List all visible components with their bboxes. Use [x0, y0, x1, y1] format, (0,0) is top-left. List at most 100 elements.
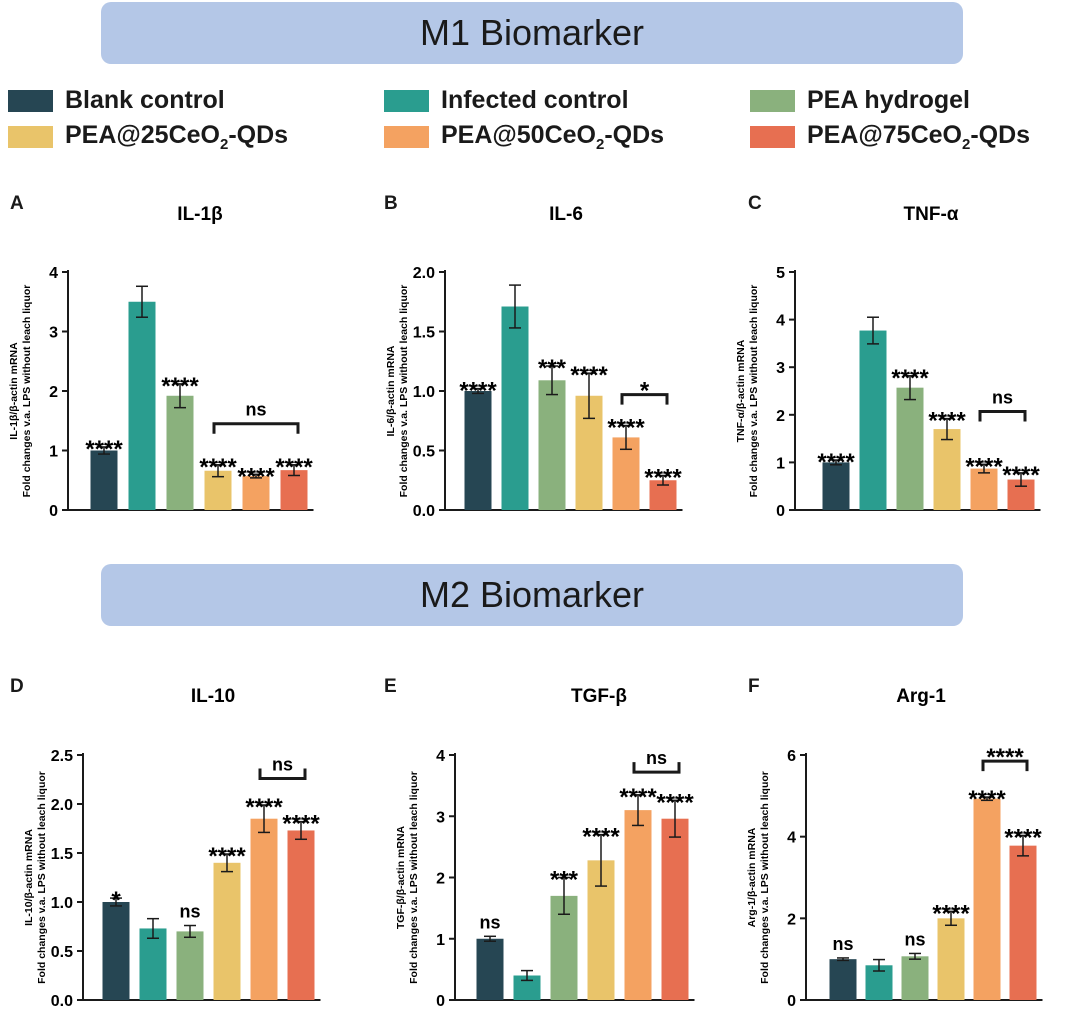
y-tick-label: 5 — [776, 265, 785, 282]
bar — [661, 818, 689, 1000]
bar — [250, 818, 278, 1000]
panel-letter-a: A — [10, 193, 24, 214]
significance-label: **** — [570, 362, 608, 389]
bar — [538, 380, 566, 510]
significance-label: **** — [459, 378, 497, 405]
significance-label: **** — [275, 454, 313, 481]
bar — [933, 429, 961, 510]
legend-swatch — [384, 89, 429, 112]
y-tick-label: 4 — [776, 313, 785, 330]
chart-title: Arg-1 — [896, 686, 946, 707]
legend-swatch — [384, 126, 429, 148]
significance-label: **** — [237, 463, 275, 490]
bar — [213, 862, 241, 1000]
significance-label: *** — [538, 355, 567, 382]
y-tick-label: 4 — [49, 265, 58, 282]
y-tick-label: 1.0 — [51, 895, 73, 912]
legend-swatch — [8, 89, 53, 112]
significance-label: ns — [904, 929, 925, 949]
bar — [937, 918, 965, 1000]
y-axis-label: Fold changes v.a. LPS without leach liqu… — [36, 771, 48, 984]
comparison-bracket — [981, 759, 1029, 772]
legend-item-pea-75ceo2-qds: PEA@75CeO2-QDs — [750, 121, 1030, 153]
y-axis-label: Fold changes v.a. LPS without leach liqu… — [408, 771, 420, 984]
significance-label: **** — [1004, 824, 1042, 851]
y-axis-label: Fold changes v.a. LPS without leach liqu… — [759, 771, 771, 984]
legend-swatch — [8, 126, 53, 148]
y-tick-label: 2 — [776, 408, 785, 425]
bar — [166, 395, 194, 510]
comparison-bracket — [620, 393, 669, 405]
significance-label: **** — [619, 784, 657, 811]
panel-letter-f: F — [748, 676, 760, 697]
legend-item-pea-hydrogel: PEA hydrogel — [750, 86, 970, 115]
bar — [896, 387, 924, 510]
significance-label: *** — [550, 867, 579, 894]
legend-item-pea-50ceo2-qds: PEA@50CeO2-QDs — [384, 121, 664, 153]
y-axis-label: IL-6/β-actin mRNA — [385, 345, 397, 436]
legend-swatch — [750, 89, 795, 112]
chart-title: IL-1β — [177, 204, 222, 225]
bar — [464, 391, 492, 510]
bar — [501, 306, 529, 510]
significance-label: **** — [965, 453, 1003, 480]
y-tick-label: 1 — [776, 455, 785, 472]
y-axis-label: Fold changes v.a. LPS without leach liqu… — [398, 285, 410, 498]
significance-label: ns — [179, 902, 200, 922]
bar — [624, 810, 652, 1000]
y-tick-label: 1 — [49, 444, 58, 461]
chart-title: IL-10 — [191, 686, 235, 707]
m1-biomarker-banner: M1 Biomarker — [101, 2, 963, 64]
y-tick-label: 0.5 — [413, 444, 435, 461]
y-tick-label: 1.0 — [413, 384, 435, 401]
significance-label: **** — [245, 794, 283, 821]
panel-letter-e: E — [384, 676, 397, 697]
significance-label: **** — [644, 464, 682, 491]
y-tick-label: 0.5 — [51, 944, 73, 961]
significance-label: **** — [968, 786, 1006, 813]
significance-label: **** — [656, 789, 694, 816]
y-tick-label: 3 — [436, 809, 445, 826]
bracket-label: * — [640, 378, 650, 405]
y-tick-label: 0.0 — [413, 503, 435, 520]
significance-label: **** — [607, 415, 645, 442]
y-tick-label: 2 — [49, 384, 58, 401]
significance-label: **** — [199, 454, 237, 481]
panel-letter-c: C — [748, 193, 762, 214]
bar — [859, 330, 887, 510]
y-axis-label: TNF-α/β-actin mRNA — [735, 339, 747, 442]
bar — [829, 959, 857, 1000]
comparison-bracket — [978, 409, 1027, 422]
y-tick-label: 6 — [787, 748, 796, 765]
bar — [176, 931, 204, 1000]
y-tick-label: 0 — [436, 993, 445, 1010]
comparison-bracket — [212, 422, 300, 434]
bar — [90, 450, 118, 510]
significance-label: **** — [928, 408, 966, 435]
bar — [128, 301, 156, 510]
y-tick-label: 0.0 — [51, 993, 73, 1010]
legend-item-pea-25ceo2-qds: PEA@25CeO2-QDs — [8, 121, 288, 153]
m2-biomarker-title: M2 Biomarker — [419, 574, 645, 615]
significance-label: **** — [208, 843, 246, 870]
y-tick-label: 3 — [49, 325, 58, 342]
panel-letter-b: B — [384, 193, 398, 214]
y-tick-label: 4 — [787, 830, 796, 847]
bar — [973, 798, 1001, 1000]
significance-label: ns — [479, 912, 500, 932]
bracket-label: **** — [986, 744, 1024, 771]
chart-title: TNF-α — [904, 204, 959, 225]
chart-title: IL-6 — [549, 204, 583, 225]
y-tick-label: 2.5 — [51, 748, 73, 765]
panel-letter-d: D — [10, 676, 24, 697]
m2-biomarker-banner: M2 Biomarker — [101, 564, 963, 626]
y-tick-label: 2.0 — [51, 797, 73, 814]
chart-title: TGF-β — [571, 686, 627, 707]
y-tick-label: 0 — [787, 993, 796, 1010]
bar — [139, 928, 167, 1000]
y-tick-label: 0 — [776, 503, 785, 520]
legend-swatch — [750, 126, 795, 148]
